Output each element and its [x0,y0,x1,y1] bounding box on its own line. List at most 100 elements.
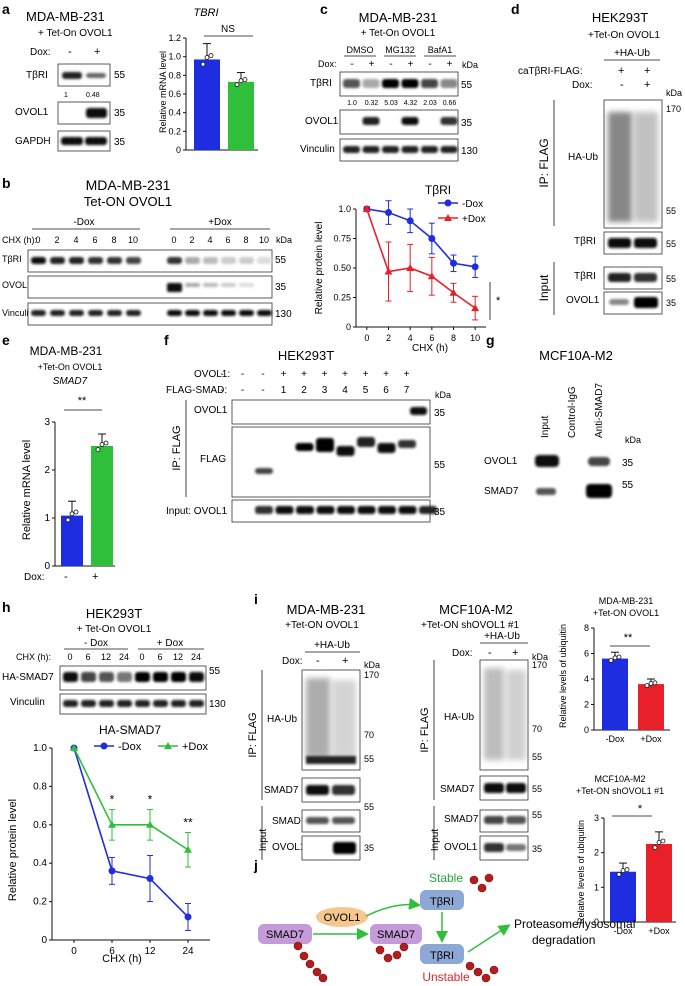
time-label: 6 [157,652,162,662]
sign: + [618,65,624,77]
kda-label: kDa [666,88,682,98]
dox-label: Dox: [30,47,51,58]
y-axis-label: Relative mRNA level [158,51,168,133]
legend-marker [444,199,452,207]
treatment-dmso: DMSO [347,45,374,55]
quant: 1.0 [347,100,357,107]
tbri-box-top [420,890,464,910]
band [398,440,416,448]
treatment-mg132: MG132 [385,45,415,55]
time-label: 10 [128,235,138,245]
data-point [616,654,622,660]
treatment-bafa1: BafA1 [428,45,453,55]
band [85,137,107,145]
significance-label: NS [221,24,235,35]
band [171,672,186,682]
ovol1-row-label: OVOL1: [194,369,230,380]
band [382,146,399,153]
chart-e: 0 1 2 3 [44,417,115,572]
band [239,310,254,316]
data-point [384,267,393,275]
y-tick-label: 6 [584,649,589,659]
band [332,817,355,824]
group-plus-dox: + Dox [157,638,183,649]
lane-sign: 1 [281,385,287,396]
lane-label: Control-IgG [567,386,578,438]
data-point [146,875,154,883]
tbri-bands [31,257,272,264]
time-label: 4 [73,235,78,245]
band [440,117,458,125]
row-label-vinculin: Vinculin [2,308,33,318]
band [126,257,141,264]
y-tick-label: 3 [44,417,50,428]
row-label-ovol1: OVOL1 [305,116,339,127]
y-tick-label: 0.6 [168,89,181,99]
construct-title: +Tet-On OVOL1 [588,30,660,41]
arrow [467,924,511,953]
dox-plus: + [92,571,98,583]
y-tick-label: 0.4 [168,108,181,118]
band [536,488,556,495]
panel-letter: d [511,1,520,17]
outcome-line1: Proteasome/lysosomal [514,917,635,931]
panel-letter: i [254,591,258,607]
band [61,137,83,145]
row-label-ovol1: OVOL1 [272,842,306,853]
kda-label: kDa [435,390,451,400]
data-point [184,845,192,853]
dox-minus: - [64,571,68,583]
band [69,257,84,264]
ubiquitin-dot [469,875,479,885]
sign: - [316,655,320,667]
row-label-tbri: TβRI [310,78,332,89]
kda-marker: 35 [532,844,542,854]
ha-ub-label: +HA-Ub [614,48,650,59]
tbri-top-label: TβRI [430,896,454,908]
bar1-title: MDA-MB-231 [599,596,654,606]
smear [484,668,504,760]
data-point [234,82,240,88]
y-tick-label: 0.2 [33,897,47,908]
band [586,484,612,498]
unstable-label: Unstable [422,970,470,984]
band [535,455,559,467]
y-axis-label: Relative protein level [314,222,325,315]
kda-marker: 55 [461,80,473,91]
panel-letter: c [320,1,328,17]
band [203,310,218,316]
band [107,310,122,316]
dox-sign: + [408,59,414,70]
smad7-label: SMAD7 [266,929,304,941]
band [634,297,658,308]
data-point [428,235,436,242]
legend-marker [164,742,172,749]
ip-flag-label: IP: FLAG [537,138,551,187]
band [316,438,334,452]
panel-b: b MDA-MB-231 Tet-ON OVOL1 -Dox +Dox CHX … [2,175,501,354]
band [506,844,526,851]
band [419,506,437,514]
x-tick-label: 2 [386,333,391,343]
data-point [616,871,622,877]
bar2-subtitle: +Tet-ON shOVOL1 #1 [576,786,664,796]
band [239,283,254,287]
y-tick-label: 3 [594,813,599,823]
lane-sign: - [220,385,223,396]
row-label-ovol1: OVOL1 [2,280,32,290]
data-point [69,511,75,517]
right-cell-line-title: MCF10A-M2 [439,602,513,617]
y-tick-label: 1 [594,882,599,892]
kda-marker: 55 [622,480,634,491]
blot-vinculin [27,302,273,326]
panel-a: a MDA-MB-231 + Tet-On OVOL1 Dox: - + TβR… [2,1,258,155]
legend-label: -Dox [118,741,142,753]
row-label-ha-ub: HA-Ub [444,712,474,723]
row-label-smad7: SMAD7 [484,486,519,497]
x-tick-label: 0 [364,333,369,343]
y-tick-label: 0 [176,145,181,155]
x-tick-label: 10 [470,333,480,343]
y-tick-label: 4 [584,674,589,684]
row-label-tbri: TβRI [574,236,596,247]
